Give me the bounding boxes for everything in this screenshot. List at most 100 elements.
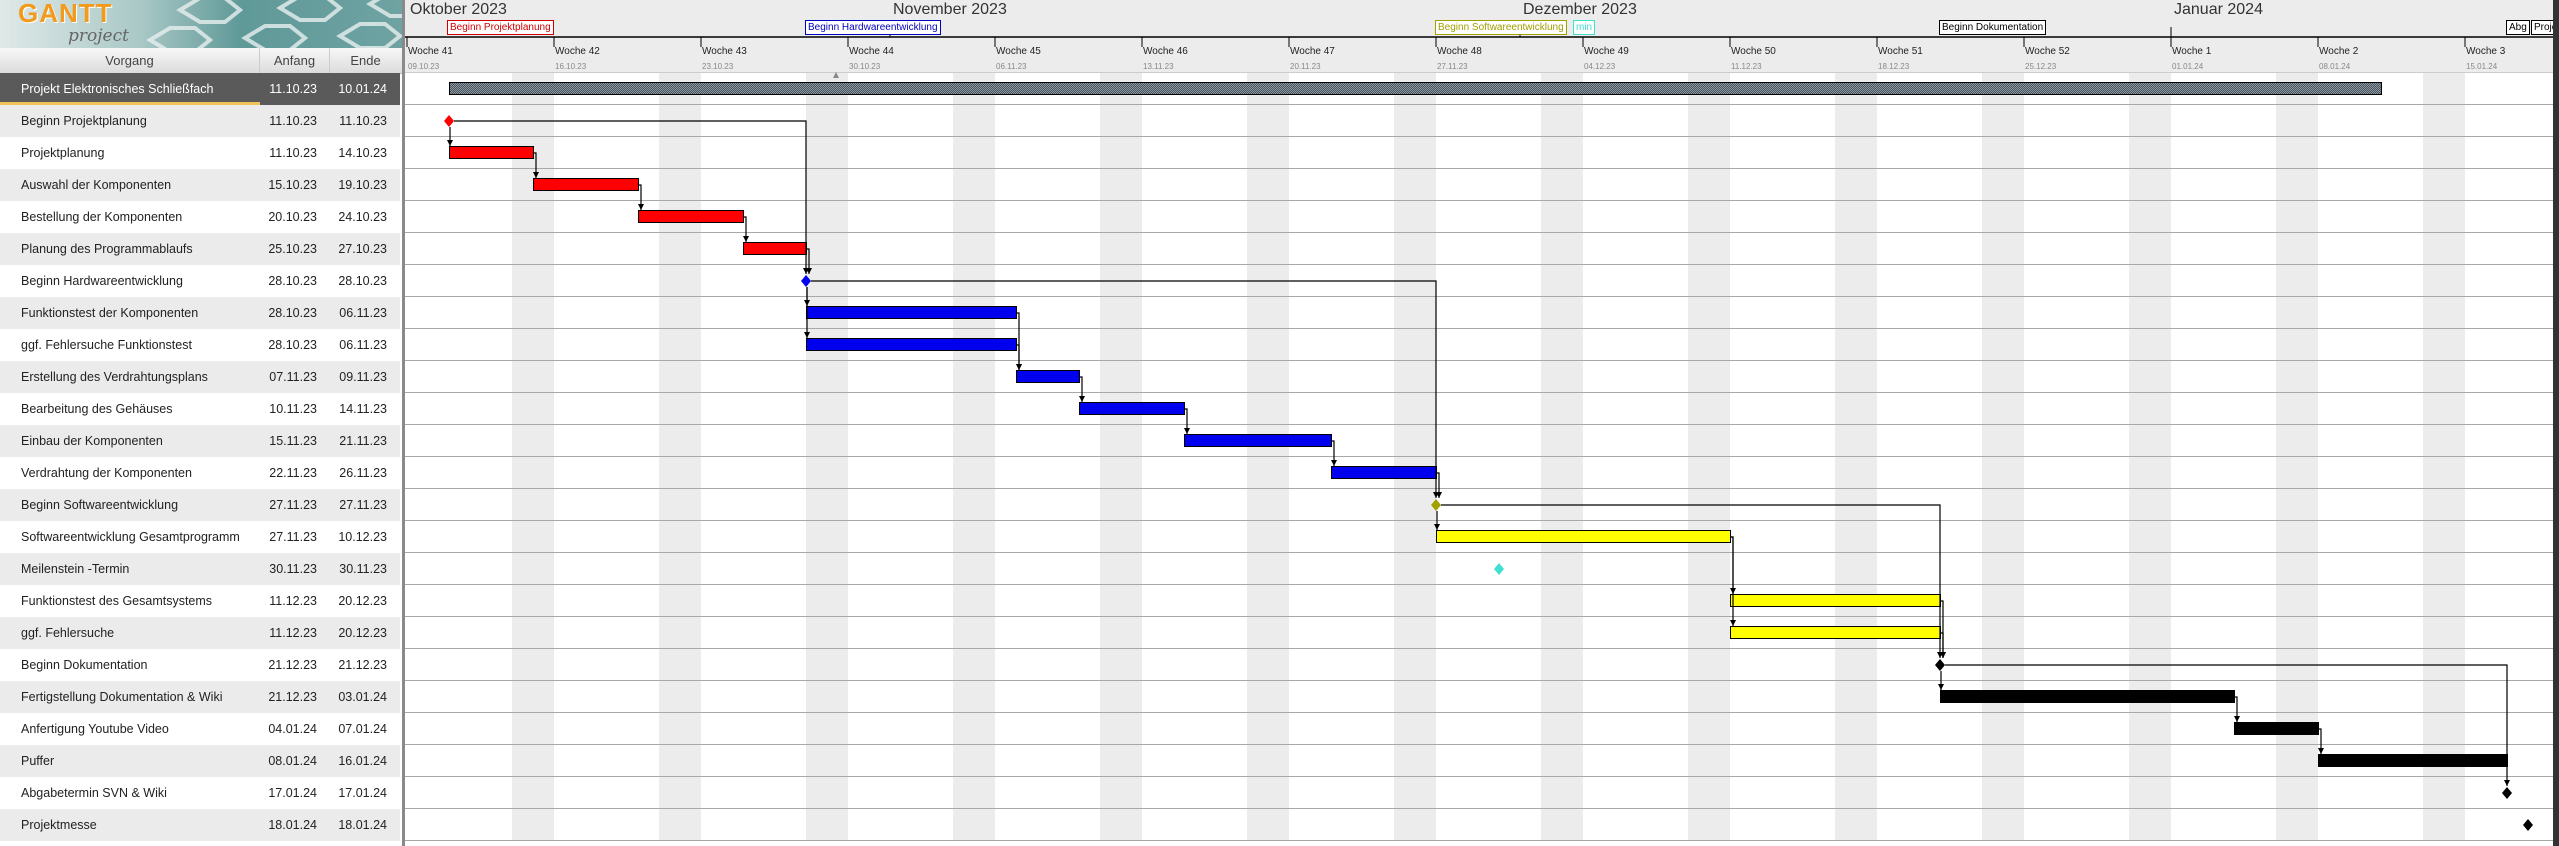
week-label: Woche 3: [2466, 46, 2506, 57]
task-row[interactable]: Bestellung der Komponenten 20.10.23 24.10.…: [0, 201, 400, 233]
milestone-header-label[interactable]: Beginn Dokumentation: [1939, 20, 2047, 35]
task-row[interactable]: Beginn Projektplanung 11.10.23 11.10.23: [0, 105, 400, 137]
dependency-arrow[interactable]: [743, 216, 747, 242]
task-end: 17.01.24: [338, 786, 387, 800]
dependency-arrow[interactable]: [2234, 696, 2238, 722]
task-row[interactable]: Puffer 08.01.24 16.01.24: [0, 745, 400, 777]
milestone-diamond[interactable]: [1494, 563, 1504, 575]
milestone-diamond[interactable]: [801, 275, 811, 287]
milestone-header-label[interactable]: Beginn Softwareentwicklung: [1435, 20, 1567, 35]
milestone-header-label[interactable]: Abg: [2506, 20, 2530, 35]
dependency-arrow[interactable]: [638, 184, 642, 210]
milestone-diamond[interactable]: [2502, 787, 2512, 799]
task-bar[interactable]: [1016, 370, 1080, 383]
arrowhead-icon: [1937, 652, 1943, 658]
week-label: Woche 46: [1143, 46, 1188, 57]
task-row[interactable]: Projekt Elektronisches Schließfach 11.10.…: [0, 73, 400, 105]
milestone-header-label[interactable]: Proje: [2531, 20, 2559, 35]
task-row[interactable]: Beginn Dokumentation 21.12.23 21.12.23: [0, 649, 400, 681]
task-bar[interactable]: [638, 210, 744, 223]
task-name: Fertigstellung Dokumentation & Wiki: [21, 690, 223, 704]
task-bar[interactable]: [806, 306, 1017, 319]
task-bar[interactable]: [449, 146, 534, 159]
dependency-arrow[interactable]: [1331, 440, 1335, 466]
milestone-diamond[interactable]: [1935, 659, 1945, 671]
task-end: 24.10.23: [338, 210, 387, 224]
task-bar[interactable]: [806, 338, 1017, 351]
task-bar[interactable]: [1184, 434, 1332, 447]
task-bar[interactable]: [2318, 754, 2508, 767]
task-row[interactable]: Projektplanung 11.10.23 14.10.23: [0, 137, 400, 169]
task-bar[interactable]: [1079, 402, 1185, 415]
task-start: 11.10.23: [269, 146, 317, 160]
dependency-arrow[interactable]: [806, 248, 810, 274]
task-start: 27.11.23: [269, 498, 317, 512]
column-header-start[interactable]: Anfang: [260, 48, 330, 73]
dependency-arrow[interactable]: [1730, 536, 1734, 626]
task-row[interactable]: Bearbeitung des Gehäuses 10.11.23 14.11.23: [0, 393, 400, 425]
task-row[interactable]: Beginn Hardwareentwicklung 28.10.23 28.10.…: [0, 265, 400, 297]
task-start: 15.11.23: [269, 434, 317, 448]
milestone-diamond[interactable]: [2523, 819, 2533, 831]
task-bar[interactable]: [1730, 626, 1941, 639]
column-header-end[interactable]: Ende: [350, 53, 381, 68]
task-row[interactable]: ggf. Fehlersuche Funktionstest 28.10.23 06…: [0, 329, 400, 361]
task-row[interactable]: Verdrahtung der Komponenten 22.11.23 26.11…: [0, 457, 400, 489]
task-name: Beginn Projektplanung: [21, 114, 147, 128]
task-row[interactable]: Anfertigung Youtube Video 04.01.24 07.01.2…: [0, 713, 400, 745]
task-row[interactable]: Abgabetermin SVN & Wiki 17.01.24 17.01.24: [0, 777, 400, 809]
task-bar[interactable]: [2234, 722, 2319, 735]
task-name: ggf. Fehlersuche Funktionstest: [21, 338, 192, 352]
task-bar[interactable]: [743, 242, 807, 255]
task-row[interactable]: Auswahl der Komponenten 15.10.23 19.10.23: [0, 169, 400, 201]
task-end: 10.12.23: [338, 530, 387, 544]
task-end: 26.11.23: [339, 466, 387, 480]
task-bar[interactable]: [1331, 466, 1437, 479]
task-bar[interactable]: [1940, 690, 2235, 703]
task-row[interactable]: Funktionstest des Gesamtsystems 11.12.23 2…: [0, 585, 400, 617]
column-header-name[interactable]: Vorgang: [0, 48, 260, 73]
dependency-arrow[interactable]: [454, 120, 807, 274]
dependency-arrow[interactable]: [1441, 504, 1941, 658]
dependency-arrow[interactable]: [1016, 344, 1020, 370]
task-row[interactable]: Erstellung des Verdrahtungsplans 07.11.23…: [0, 361, 400, 393]
week-date: 16.10.23: [555, 62, 587, 71]
milestone-diamond[interactable]: [1431, 499, 1441, 511]
dependency-arrow[interactable]: [2318, 728, 2322, 754]
task-name: Einbau der Komponenten: [21, 434, 163, 448]
task-start: 11.10.23: [269, 114, 317, 128]
task-row[interactable]: Funktionstest der Komponenten 28.10.23 06.…: [0, 297, 400, 329]
dependency-arrow[interactable]: [1940, 632, 1944, 658]
task-bar[interactable]: [1730, 594, 1941, 607]
task-bar[interactable]: [1436, 530, 1731, 543]
task-row[interactable]: Planung des Programmablaufs 25.10.23 27.10…: [0, 233, 400, 265]
vertical-scrollbar[interactable]: [2553, 0, 2559, 846]
task-row[interactable]: ggf. Fehlersuche 11.12.23 20.12.23: [0, 617, 400, 649]
dependency-arrow[interactable]: [1436, 472, 1440, 498]
month-label: Januar 2024: [2174, 1, 2263, 18]
dependency-arrow[interactable]: [1079, 376, 1083, 402]
milestone-header-label[interactable]: Beginn Projektplanung: [447, 20, 554, 35]
dependency-arrow[interactable]: [1184, 408, 1188, 434]
task-end: 21.12.23: [338, 658, 387, 672]
dependency-arrow[interactable]: [533, 152, 537, 178]
week-label: Woche 1: [2172, 46, 2212, 57]
milestone-header-label[interactable]: Beginn Hardwareentwicklung: [805, 20, 941, 35]
task-row[interactable]: Fertigstellung Dokumentation & Wiki 21.12…: [0, 681, 400, 713]
task-row[interactable]: Einbau der Komponenten 15.11.23 21.11.23: [0, 425, 400, 457]
task-end: 06.11.23: [339, 306, 387, 320]
milestone-diamond[interactable]: [444, 115, 454, 127]
task-end: 06.11.23: [339, 338, 387, 352]
task-row[interactable]: Beginn Softwareentwicklung 27.11.23 27.11.…: [0, 489, 400, 521]
milestone-header-label[interactable]: min: [1573, 20, 1596, 35]
task-start: 28.10.23: [268, 306, 317, 320]
dependency-arrow[interactable]: [811, 280, 1437, 498]
task-row[interactable]: Softwareentwicklung Gesamtprogramm 27.11.…: [0, 521, 400, 553]
arrowhead-icon: [803, 268, 809, 274]
summary-bar[interactable]: [449, 82, 2382, 95]
task-row[interactable]: Meilenstein -Termin 30.11.23 30.11.23: [0, 553, 400, 585]
dependency-arrow[interactable]: [1945, 664, 2508, 786]
task-row[interactable]: Projektmesse 18.01.24 18.01.24: [0, 809, 400, 841]
arrowhead-icon: [1434, 524, 1440, 530]
task-bar[interactable]: [533, 178, 639, 191]
